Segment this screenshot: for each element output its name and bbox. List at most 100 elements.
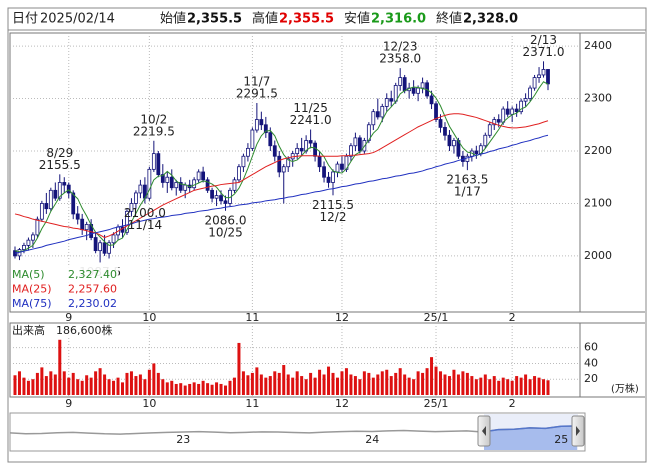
candle-body: [35, 218, 40, 236]
candle-body: [147, 168, 152, 199]
volume-bar: [344, 368, 348, 395]
volume-bar: [519, 377, 523, 395]
candle-body: [313, 142, 317, 157]
volume-legend-box: [10, 323, 119, 338]
volume-bar: [103, 374, 107, 395]
candle-body: [465, 155, 470, 162]
candle-body: [129, 203, 134, 212]
candle-body: [393, 85, 398, 102]
candle-body: [210, 189, 214, 199]
y-tick-label: 2300: [584, 92, 612, 105]
volume-bar: [546, 380, 550, 395]
candle-body: [487, 124, 492, 136]
header-date: 2025/02/14: [40, 12, 115, 27]
candle-body: [546, 69, 550, 85]
field-label: 終値: [436, 11, 462, 27]
navigator-label: 24: [365, 433, 379, 446]
candle-body: [317, 155, 322, 168]
volume-bar: [362, 371, 366, 395]
ma-legend-name: MA(5): [12, 268, 45, 281]
handle-arrow: [576, 426, 580, 436]
volume-legend-value: 186,600株: [56, 323, 113, 337]
volume-bar: [524, 374, 528, 395]
candle-body: [357, 137, 362, 152]
volume-bar: [389, 376, 393, 395]
volume-bar: [183, 385, 187, 395]
volume-bar: [470, 376, 474, 395]
x-tick-label: 2: [509, 311, 516, 324]
volume-bar: [89, 377, 93, 395]
candle-body: [263, 124, 268, 134]
candle-body: [380, 106, 385, 118]
candle-body: [429, 95, 434, 105]
x-tick-label: 25/1: [424, 397, 449, 410]
high-date-label: 11/7: [243, 75, 270, 89]
candle-body: [134, 192, 138, 204]
volume-bar: [224, 385, 228, 395]
volume-bar: [120, 382, 124, 395]
candle-body: [57, 182, 62, 199]
ma-legend-value: 2,257.60: [68, 283, 117, 296]
volume-bar: [192, 382, 196, 395]
candle-body: [107, 242, 111, 254]
volume-bar: [304, 379, 308, 395]
candle-body: [389, 98, 394, 102]
candle-body: [151, 153, 156, 170]
volume-bar: [492, 376, 496, 395]
volume-legend-name: 出来高: [12, 323, 45, 337]
high-value-label: 2358.0: [379, 52, 421, 66]
volume-bar: [376, 374, 380, 395]
candle-body: [259, 119, 264, 126]
x-tick-label: 12: [335, 311, 349, 324]
field-value: 2,355.5: [187, 12, 242, 27]
candle-body: [340, 163, 344, 170]
ma-legend-name: MA(75): [12, 297, 52, 310]
y-tick-label: 2400: [584, 39, 612, 52]
candle-body: [331, 171, 335, 183]
candle-body: [98, 242, 103, 252]
volume-bar: [380, 371, 384, 395]
candle-body: [443, 126, 447, 136]
header: 日付 2025/02/14 始値 2,355.5 高値 2,355.5 安値 2,316.0 終…: [12, 11, 518, 27]
volume-bar: [116, 377, 120, 395]
navigator-selection[interactable]: [484, 414, 578, 450]
low-date-label: 10/25: [208, 225, 243, 239]
volume-bar: [174, 383, 178, 395]
volume-bar: [286, 374, 290, 395]
header-date-label: 日付: [12, 12, 38, 27]
volume-bar: [215, 382, 219, 395]
volume-bar: [143, 379, 147, 395]
volume-bar: [125, 372, 129, 395]
x-tick-label: 12: [335, 397, 349, 410]
candle-body: [501, 108, 506, 123]
volume-bar: [31, 379, 35, 395]
candle-body: [246, 147, 250, 157]
volume-bar: [439, 371, 443, 395]
volume-bar: [394, 372, 398, 395]
volume-bar: [510, 380, 514, 395]
volume-bar: [112, 380, 116, 395]
volume-tick-label: 60: [584, 341, 598, 354]
low-value-label: 2115.5: [312, 198, 354, 212]
moving-average-line: [14, 113, 549, 239]
volume-bar: [228, 380, 232, 395]
candle-body: [223, 200, 228, 204]
volume-bar: [237, 342, 241, 395]
volume-bar: [219, 383, 223, 395]
x-tick-label: 10: [142, 311, 156, 324]
candle-body: [335, 163, 340, 173]
candle-body: [281, 166, 286, 173]
volume-bar: [273, 371, 277, 395]
candle-body: [232, 179, 237, 191]
candle-body: [62, 182, 67, 186]
candle-body: [48, 189, 53, 210]
field-value: 2,355.5: [279, 12, 334, 27]
candle-body: [93, 237, 98, 252]
candle-body: [308, 140, 313, 144]
volume-bar: [26, 380, 30, 395]
volume-bar: [259, 374, 263, 395]
volume-bar: [434, 366, 438, 395]
candle-body: [125, 210, 129, 233]
candle-body: [447, 134, 452, 147]
